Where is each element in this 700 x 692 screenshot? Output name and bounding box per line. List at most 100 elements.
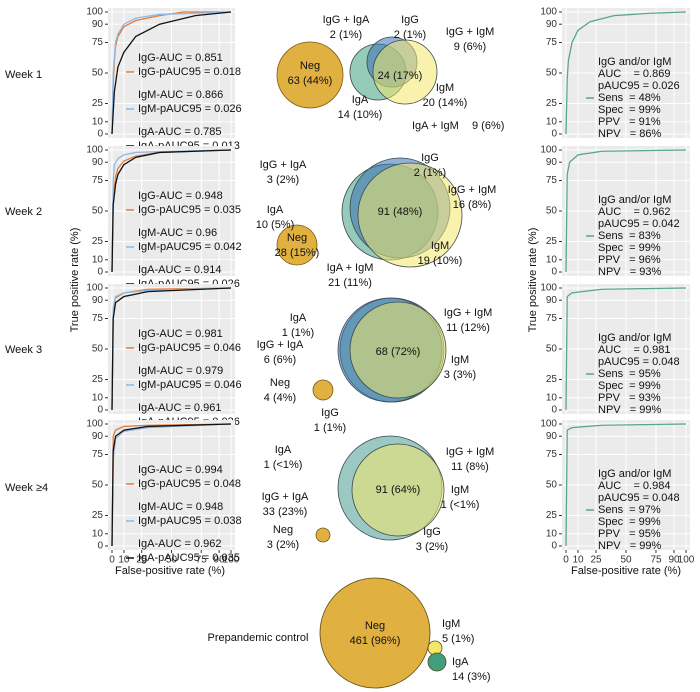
row-label: Week 1 <box>5 69 42 81</box>
annotation: IgM-pAUC95 = 0.042 <box>138 241 242 253</box>
y-tick-label: 25 <box>92 374 104 385</box>
region-label: IgA <box>275 444 292 456</box>
annotation: IgG-pAUC95 = 0.048 <box>138 478 241 490</box>
y-tick-label: 100 <box>540 145 557 156</box>
region-label: IgG <box>421 152 439 164</box>
venn-set <box>357 162 463 268</box>
region-count: 2 (1%) <box>330 29 362 41</box>
y-tick-label: 50 <box>92 68 104 79</box>
region-label: IgG + IgM <box>444 307 493 319</box>
region-label: IgG + IgA <box>262 491 309 503</box>
y-tick-label: 10 <box>92 254 104 265</box>
y-tick-label: 90 <box>546 157 558 168</box>
y-tick-label: 0 <box>551 267 557 278</box>
y-tick-label: 25 <box>546 236 558 247</box>
annotation: IgG-AUC = 0.948 <box>138 190 223 202</box>
y-tick-label: 10 <box>546 254 558 265</box>
y-tick-label: 90 <box>92 431 104 442</box>
region-count: 91 (48%) <box>378 206 423 218</box>
roc-curve <box>565 287 687 411</box>
y-tick-label: 0 <box>551 541 557 552</box>
x-tick-label: 10 <box>572 555 584 566</box>
y-tick-label: 0 <box>97 405 103 416</box>
venn-set <box>349 301 447 399</box>
neg-circle <box>276 41 344 109</box>
annotation: IgM-pAUC95 = 0.026 <box>138 103 242 115</box>
prepandemic-title: Prepandemic control <box>208 632 309 644</box>
annotation: Sens = 97% <box>598 504 661 516</box>
region-count: 5 (1%) <box>442 633 474 645</box>
annotation: IgA-AUC = 0.962 <box>138 538 221 550</box>
neg-circle <box>315 527 331 543</box>
region-count: 2 (1%) <box>394 29 426 41</box>
row-label: Week 2 <box>5 206 42 218</box>
y-tick-label: 75 <box>546 37 558 48</box>
y-tick-label: 100 <box>540 419 557 430</box>
y-tick-label: 100 <box>86 7 103 18</box>
region-label: IgA + IgM <box>327 262 374 274</box>
annotation: IgM-AUC = 0.96 <box>138 227 217 239</box>
annotation: IgG and/or IgM <box>598 468 671 480</box>
annotation: PPV = 91% <box>598 116 661 128</box>
y-tick-label: 100 <box>86 145 103 156</box>
control-circle <box>319 577 431 689</box>
region-label: IgG + IgM <box>448 184 497 196</box>
annotation: IgA-AUC = 0.785 <box>138 126 221 138</box>
annotation: IgA-AUC = 0.914 <box>138 264 221 276</box>
annotation: NPV = 99% <box>598 540 662 552</box>
y-tick-label: 50 <box>546 206 558 217</box>
region-count: 68 (72%) <box>376 346 421 358</box>
region-label: Neg <box>365 620 385 632</box>
annotation: IgG-AUC = 0.994 <box>138 464 223 476</box>
roc-curve <box>111 11 232 135</box>
region-count: 16 (8%) <box>453 199 492 211</box>
y-tick-label: 10 <box>92 392 104 403</box>
right-y-label: True positive rate (%) <box>527 228 539 333</box>
region-count: 461 (96%) <box>350 635 401 647</box>
roc-curve <box>111 287 232 411</box>
region-count: 33 (23%) <box>263 506 308 518</box>
x-tick-label: 100 <box>678 555 695 566</box>
x-tick-label: 25 <box>590 555 602 566</box>
annotation: IgA-pAUC95 = 0.035 <box>138 552 240 564</box>
y-tick-label: 10 <box>92 116 104 127</box>
y-tick-label: 75 <box>546 313 558 324</box>
x-tick-label: 75 <box>196 555 208 566</box>
y-tick-label: 75 <box>92 449 104 460</box>
left-x-label: False-positive rate (%) <box>115 565 225 577</box>
y-tick-label: 90 <box>546 431 558 442</box>
y-tick-label: 25 <box>92 510 104 521</box>
region-count: 9 (6%) <box>472 120 504 132</box>
annotation: IgA-AUC = 0.961 <box>138 402 221 414</box>
annotation: AUC = 0.984 <box>598 480 670 492</box>
neg-label: Neg <box>287 232 307 244</box>
y-tick-label: 0 <box>97 541 103 552</box>
y-tick-label: 90 <box>92 157 104 168</box>
annotation: NPV = 99% <box>598 404 662 416</box>
x-tick-label: 75 <box>650 555 662 566</box>
y-tick-label: 90 <box>92 19 104 30</box>
x-tick-label: 25 <box>136 555 148 566</box>
region-count: 9 (6%) <box>454 41 486 53</box>
region-count: 19 (10%) <box>418 255 463 267</box>
neg-circle <box>276 224 318 266</box>
x-tick-label: 50 <box>620 555 632 566</box>
region-count: 24 (17%) <box>378 70 423 82</box>
row-label: Week ≥4 <box>5 482 48 494</box>
y-tick-label: 50 <box>546 344 558 355</box>
y-tick-label: 10 <box>546 392 558 403</box>
region-count: 3 (2%) <box>267 174 299 186</box>
neg-count: 28 (15%) <box>275 247 320 259</box>
x-tick-label: 0 <box>563 555 569 566</box>
control-circle <box>427 652 447 672</box>
annotation: Spec = 99% <box>598 242 661 254</box>
region-label: IgM <box>431 240 449 252</box>
region-label: IgG + IgM <box>446 446 495 458</box>
y-tick-label: 25 <box>546 98 558 109</box>
annotation: IgG-AUC = 0.851 <box>138 52 223 64</box>
y-tick-label: 50 <box>546 68 558 79</box>
region-count: 14 (10%) <box>338 109 383 121</box>
y-tick-label: 50 <box>92 480 104 491</box>
neg-count: 4 (4%) <box>264 392 296 404</box>
annotation: IgG-AUC = 0.981 <box>138 328 223 340</box>
